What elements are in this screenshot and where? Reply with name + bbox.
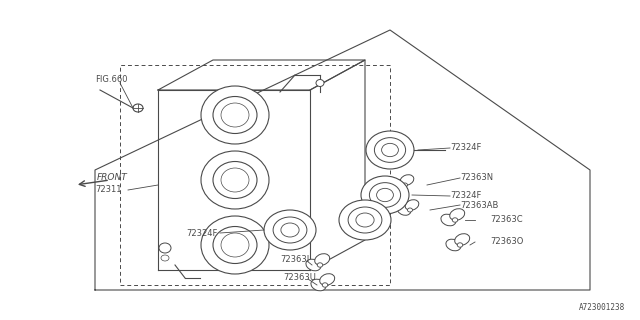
Text: FIG.660: FIG.660 bbox=[95, 76, 127, 84]
Ellipse shape bbox=[408, 208, 413, 212]
Ellipse shape bbox=[361, 176, 409, 214]
Ellipse shape bbox=[323, 283, 328, 287]
Ellipse shape bbox=[316, 79, 324, 86]
Ellipse shape bbox=[213, 97, 257, 133]
Text: 72324F: 72324F bbox=[450, 143, 481, 153]
Ellipse shape bbox=[376, 188, 394, 202]
Ellipse shape bbox=[213, 227, 257, 263]
Ellipse shape bbox=[201, 216, 269, 274]
Text: FRONT: FRONT bbox=[97, 172, 128, 181]
Ellipse shape bbox=[392, 180, 406, 190]
Ellipse shape bbox=[452, 218, 458, 222]
Text: A723001238: A723001238 bbox=[579, 303, 625, 312]
Ellipse shape bbox=[403, 183, 408, 187]
Text: 72363C: 72363C bbox=[490, 215, 523, 225]
Ellipse shape bbox=[315, 254, 330, 265]
Ellipse shape bbox=[273, 217, 307, 243]
Ellipse shape bbox=[201, 86, 269, 144]
Ellipse shape bbox=[311, 279, 326, 291]
Ellipse shape bbox=[306, 259, 321, 271]
Ellipse shape bbox=[369, 183, 401, 207]
Ellipse shape bbox=[221, 103, 249, 127]
Ellipse shape bbox=[201, 151, 269, 209]
Ellipse shape bbox=[317, 263, 323, 267]
Ellipse shape bbox=[339, 200, 391, 240]
Ellipse shape bbox=[348, 207, 382, 233]
Ellipse shape bbox=[133, 104, 143, 112]
Text: 72363U: 72363U bbox=[283, 274, 316, 283]
Ellipse shape bbox=[159, 243, 171, 253]
Text: 72311: 72311 bbox=[95, 186, 122, 195]
Text: 72363AB: 72363AB bbox=[460, 201, 499, 210]
Ellipse shape bbox=[405, 200, 419, 210]
Ellipse shape bbox=[374, 138, 406, 162]
Ellipse shape bbox=[320, 274, 335, 285]
Ellipse shape bbox=[400, 175, 414, 185]
Text: 72324F: 72324F bbox=[187, 228, 218, 237]
Ellipse shape bbox=[457, 243, 463, 247]
Text: 72363N: 72363N bbox=[460, 173, 493, 182]
Ellipse shape bbox=[455, 234, 470, 245]
Ellipse shape bbox=[161, 255, 169, 261]
Ellipse shape bbox=[221, 233, 249, 257]
Ellipse shape bbox=[281, 223, 299, 237]
Ellipse shape bbox=[221, 168, 249, 192]
Ellipse shape bbox=[381, 143, 398, 157]
Text: 72363I: 72363I bbox=[280, 255, 309, 265]
Ellipse shape bbox=[450, 209, 465, 220]
Ellipse shape bbox=[441, 214, 456, 226]
Text: 72324F: 72324F bbox=[450, 191, 481, 201]
Ellipse shape bbox=[446, 239, 461, 251]
Ellipse shape bbox=[264, 210, 316, 250]
Ellipse shape bbox=[356, 213, 374, 227]
Ellipse shape bbox=[397, 205, 411, 215]
Text: 72363O: 72363O bbox=[490, 237, 524, 246]
Ellipse shape bbox=[213, 162, 257, 198]
Ellipse shape bbox=[366, 131, 414, 169]
